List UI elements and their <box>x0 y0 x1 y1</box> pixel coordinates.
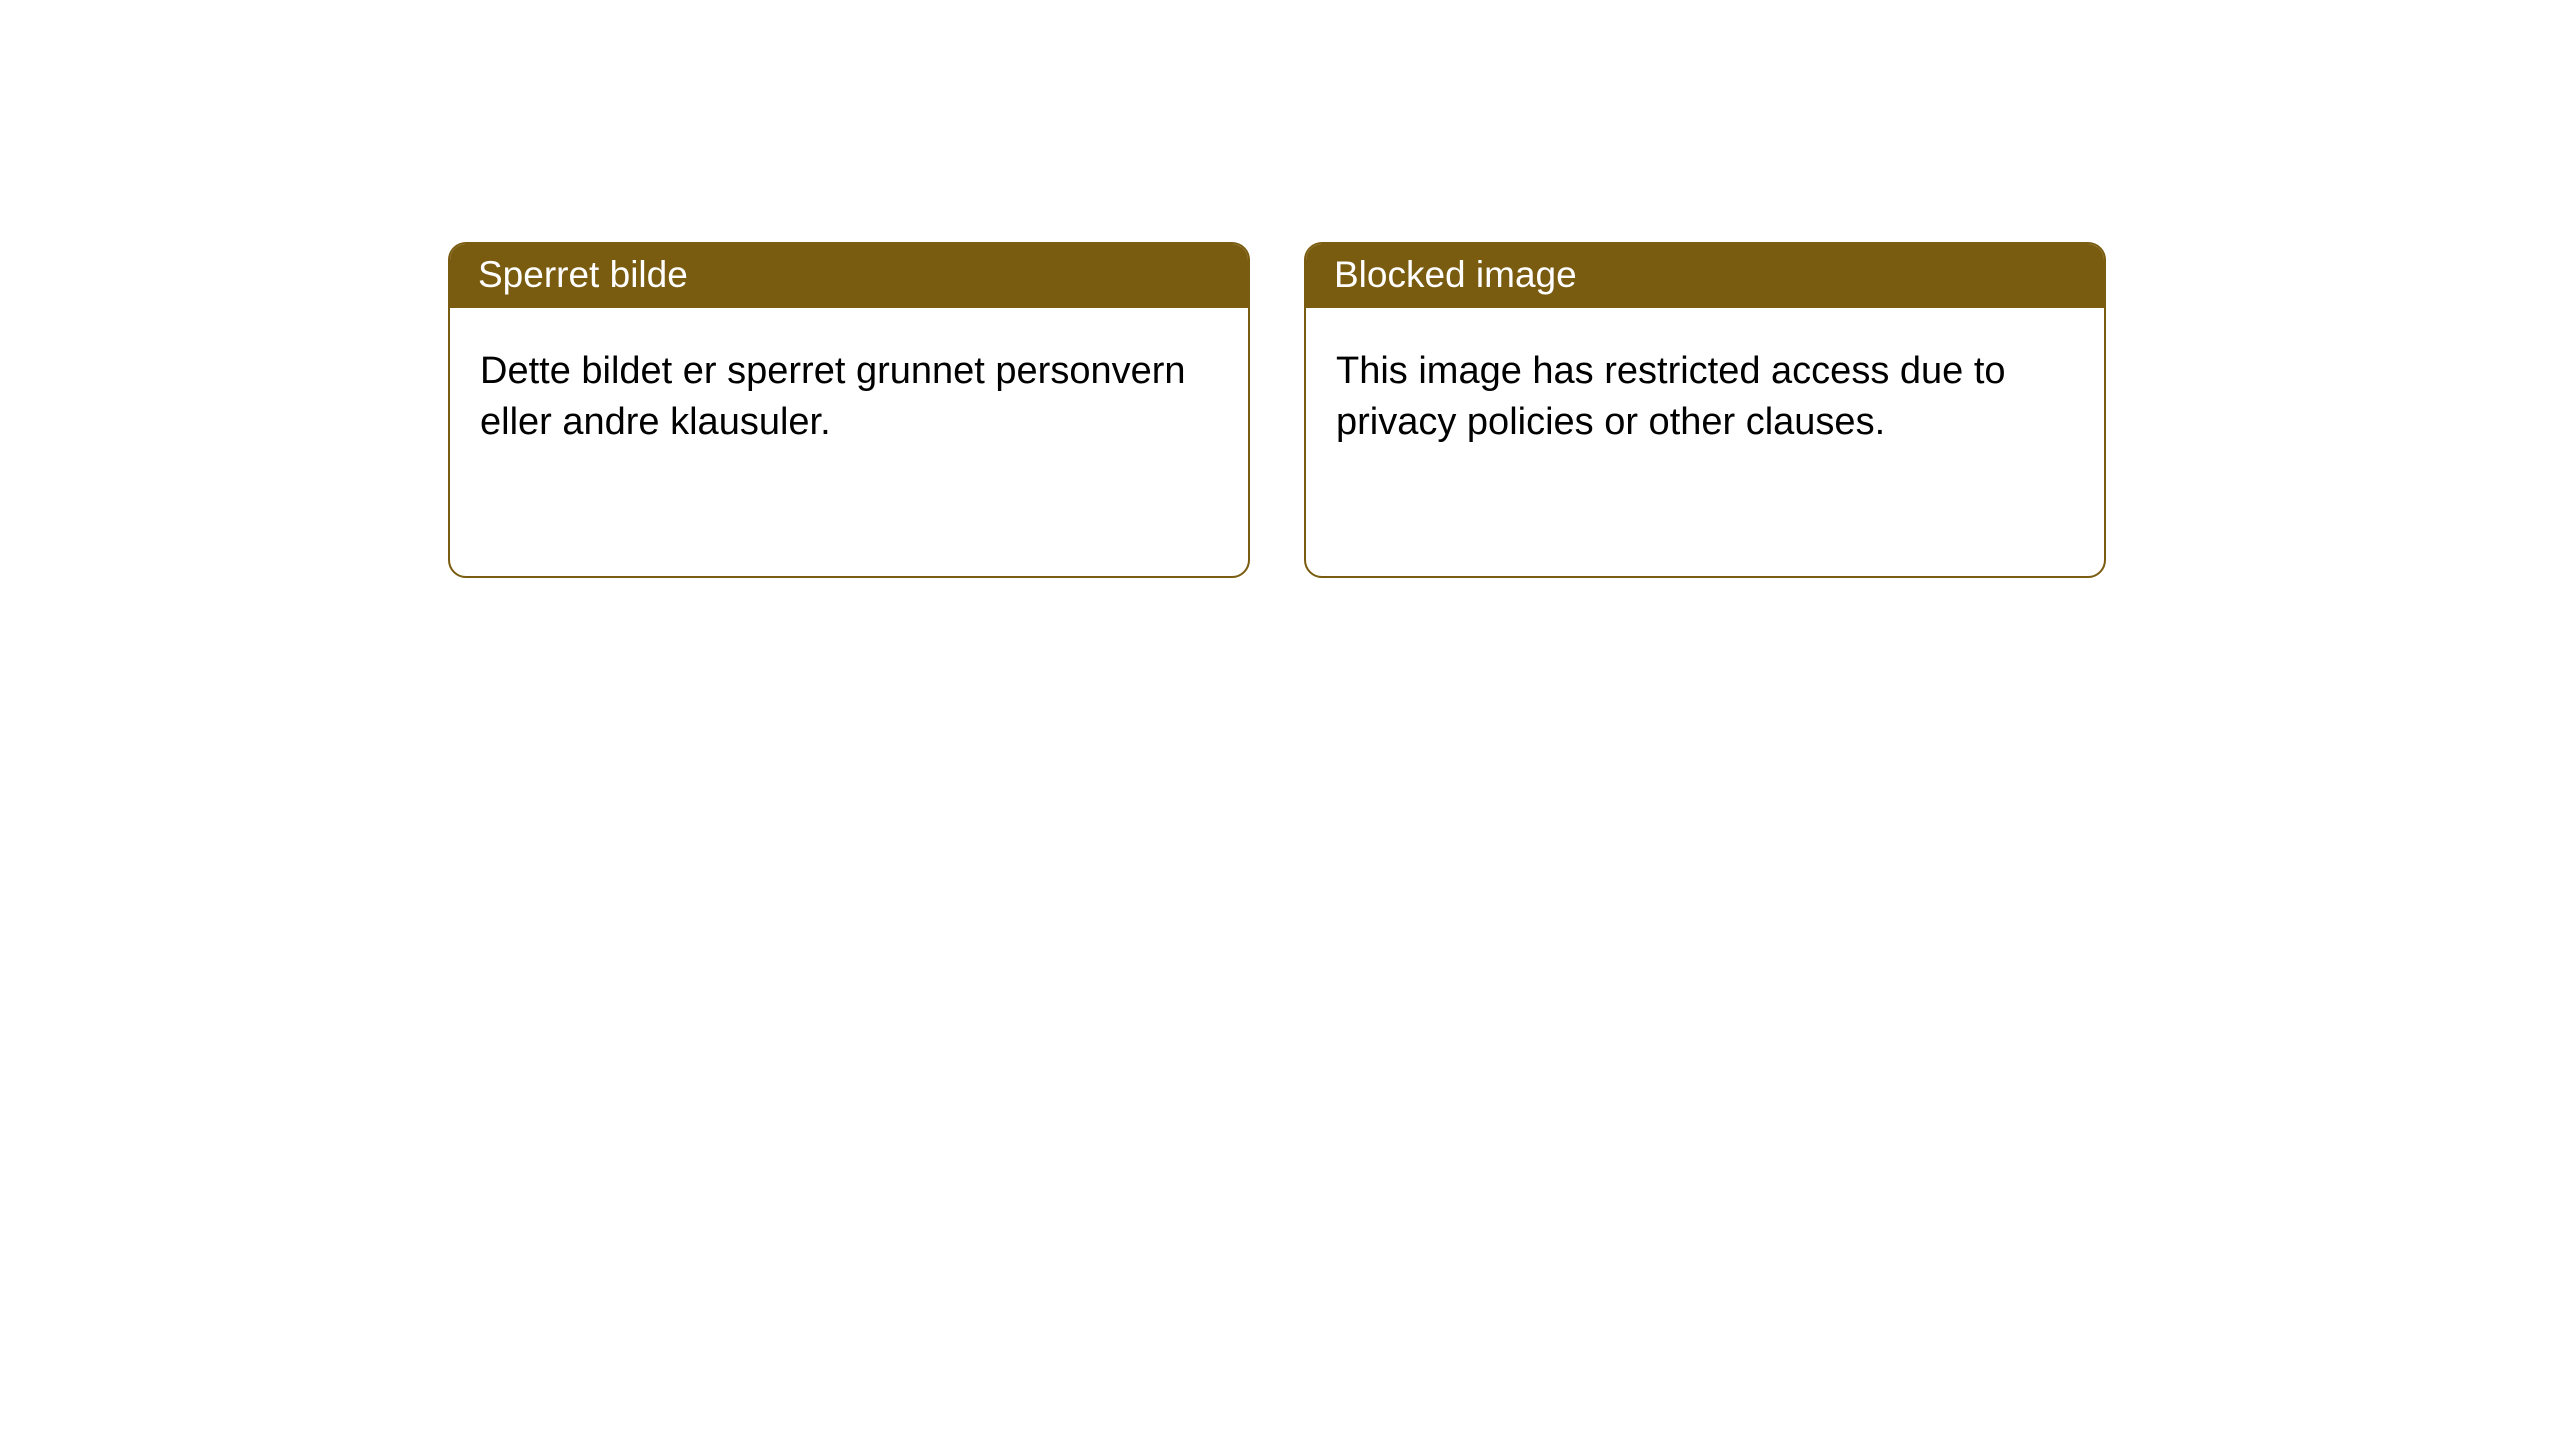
notice-card-norwegian: Sperret bilde Dette bildet er sperret gr… <box>448 242 1250 578</box>
notice-card-title: Blocked image <box>1306 244 2104 308</box>
notice-card-english: Blocked image This image has restricted … <box>1304 242 2106 578</box>
notice-card-body: Dette bildet er sperret grunnet personve… <box>450 308 1248 576</box>
notice-card-title: Sperret bilde <box>450 244 1248 308</box>
notice-container: Sperret bilde Dette bildet er sperret gr… <box>0 0 2560 578</box>
notice-card-body: This image has restricted access due to … <box>1306 308 2104 576</box>
